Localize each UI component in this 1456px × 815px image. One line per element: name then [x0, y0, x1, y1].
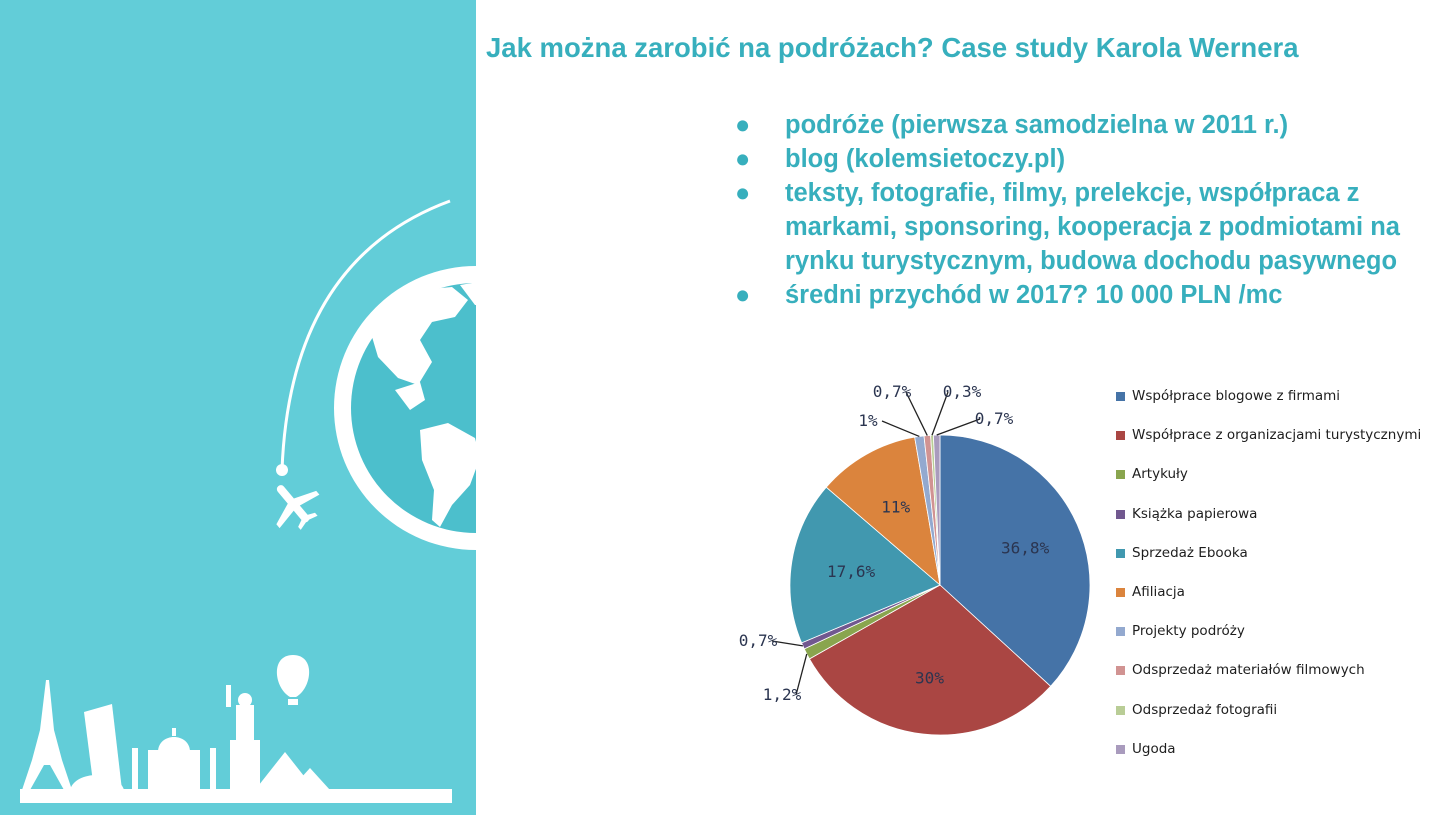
legend-item: Artykuły	[1112, 466, 1421, 505]
legend-label: Współprace z organizacjami turystycznymi	[1132, 427, 1422, 444]
legend-label: Ugoda	[1132, 740, 1176, 757]
bullet-item: ● średni przychód w 2017? 10 000 PLN /mc	[735, 278, 1425, 312]
pie-slice	[808, 584, 1052, 736]
label-leader-line	[936, 418, 981, 436]
legend-label: Afiliacja	[1132, 583, 1185, 600]
slice-label: 36,8%	[1001, 539, 1050, 558]
slice-label: 1,2%	[763, 685, 802, 704]
globe-icon	[334, 266, 476, 550]
taj-mahal-icon	[132, 728, 216, 790]
pie-slice	[825, 436, 941, 587]
label-leader-line	[931, 391, 949, 436]
legend-swatch	[1116, 705, 1125, 715]
leaning-tower-icon	[84, 704, 122, 790]
bullet-item: ● teksty, fotografie, filmy, prelekcje, w…	[735, 176, 1425, 278]
legend-swatch	[1116, 548, 1125, 558]
decorative-panel	[0, 0, 476, 815]
slice-label: 0,7%	[739, 631, 778, 650]
legend-item: Projekty podróży	[1112, 623, 1421, 662]
bullet-dot: ●	[735, 281, 751, 309]
legend-swatch	[1116, 509, 1125, 519]
legend-swatch	[1116, 431, 1125, 441]
legend-item: Sprzedaż Ebooka	[1112, 545, 1421, 584]
legend-swatch	[1116, 627, 1125, 637]
legend-swatch	[1116, 587, 1125, 597]
label-leader-line	[795, 653, 808, 696]
legend-label: Współprace blogowe z firmami	[1132, 388, 1341, 404]
label-leader-line	[771, 640, 804, 647]
eiffel-tower-icon	[22, 680, 72, 790]
slice-label: 17,6%	[827, 562, 876, 581]
pie-slice	[789, 486, 941, 644]
legend-item: Współprace blogowe z firmami	[1112, 388, 1421, 427]
bullet-item: ● blog (kolemsietoczy.pl)	[735, 142, 1425, 176]
hot-air-balloon-icon	[276, 655, 310, 705]
pie-slice	[939, 434, 1091, 687]
legend-swatch	[1116, 666, 1125, 676]
legend-label: Książka papierowa	[1132, 505, 1258, 522]
legend-swatch	[1116, 470, 1125, 480]
pie-chart: 36,8% 30% 1,2% 0,7% 17,6% 11% 1% 0,7% 0,3% 0,7%	[739, 382, 1091, 736]
slice-label: 0,7%	[975, 409, 1014, 428]
legend-item: Książka papierowa	[1112, 506, 1421, 545]
legend-item: Odsprzedaż fotografii	[1112, 702, 1421, 741]
bullet-text: blog (kolemsietoczy.pl)	[785, 145, 1066, 173]
dome-building-icon	[70, 775, 124, 790]
label-leader-line	[881, 420, 920, 438]
legend-item: Afiliacja	[1112, 584, 1421, 623]
chart-legend: Współprace blogowe z firmami Współprace z…	[1112, 388, 1421, 780]
bullet-dot: ●	[735, 145, 751, 173]
bullet-dot: ●	[735, 111, 751, 139]
bullet-text: teksty, fotografie, filmy, prelekcje, ws…	[785, 179, 1400, 275]
flight-path	[280, 199, 451, 471]
legend-swatch	[1116, 392, 1125, 401]
legend-item: Odsprzedaż materiałów filmowych	[1112, 662, 1421, 701]
bullet-text: podróże (pierwsza samodzielna w 2011 r.)	[785, 111, 1289, 139]
legend-item: Współprace z organizacjami turystycznymi	[1112, 427, 1421, 466]
bullet-text: średni przychód w 2017? 10 000 PLN /mc	[785, 281, 1283, 309]
slice-label: 1%	[858, 411, 878, 430]
legend-swatch	[1116, 744, 1125, 754]
legend-label: Artykuły	[1132, 466, 1188, 483]
slice-label: 11%	[881, 498, 910, 517]
skyline-ground	[20, 789, 452, 803]
legend-label: Sprzedaż Ebooka	[1132, 544, 1248, 561]
legend-label: Odsprzedaż materiałów filmowych	[1132, 662, 1365, 679]
airplane-icon	[276, 485, 320, 530]
bullet-list: ● podróże (pierwsza samodzielna w 2011 r.…	[735, 108, 1425, 312]
legend-item: Ugoda	[1112, 741, 1421, 780]
slice-label: 0,7%	[873, 382, 912, 401]
label-leader-line	[905, 391, 928, 436]
statue-of-liberty-icon	[226, 685, 260, 790]
slide-title: Jak można zarobić na podróżach? Case stu…	[486, 32, 1299, 63]
bullet-dot: ●	[735, 179, 751, 207]
legend-label: Projekty podróży	[1132, 623, 1245, 640]
pyramids-icon	[255, 752, 330, 790]
flight-path-dot	[276, 464, 288, 476]
bullet-item: ● podróże (pierwsza samodzielna w 2011 r.…	[735, 108, 1425, 142]
slice-label: 30%	[915, 668, 944, 687]
legend-label: Odsprzedaż fotografii	[1132, 701, 1278, 718]
slice-label: 0,3%	[943, 382, 982, 401]
